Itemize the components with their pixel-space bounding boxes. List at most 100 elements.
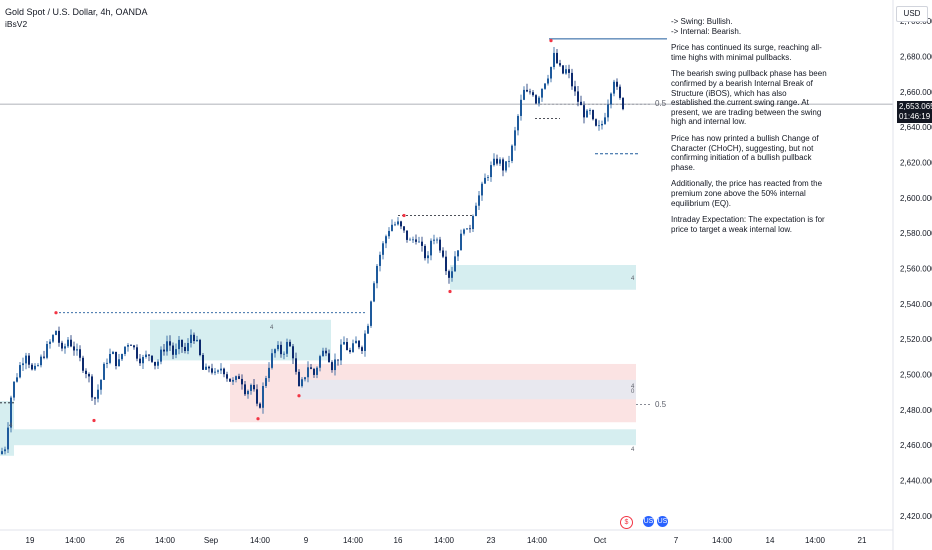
candle-body	[241, 378, 243, 385]
price-tick-label: 2,520.000	[900, 335, 932, 344]
price-axis: 2,420.000 2,440.000 2,460.000 2,480.000 2,50…	[900, 17, 932, 521]
candle-body	[586, 110, 588, 118]
candle-body	[532, 92, 534, 96]
candle-body	[418, 241, 420, 243]
candle-body	[58, 330, 60, 343]
candle-body	[517, 115, 519, 131]
candle-body	[259, 403, 261, 408]
candle-body	[541, 88, 543, 98]
candle-body	[178, 339, 180, 350]
us-flag-event-icon[interactable]: US	[657, 516, 668, 527]
candle-body	[256, 389, 258, 404]
candle-body	[193, 334, 195, 342]
candle-body	[415, 239, 417, 242]
supply_inner-zone	[300, 379, 636, 400]
dividend-event-icon[interactable]: $	[620, 516, 633, 529]
candle-body	[13, 381, 15, 398]
candle-body	[31, 364, 33, 370]
candle-body	[343, 341, 345, 345]
candle-body	[301, 379, 303, 387]
candle-body	[148, 354, 150, 356]
candle-body	[268, 367, 270, 379]
time-tick-label: Oct	[594, 536, 607, 545]
price-tick-label: 2,460.000	[900, 441, 932, 450]
candle-body	[1, 451, 3, 455]
candle-body	[508, 160, 510, 162]
candle-body	[166, 341, 168, 352]
candle-body	[457, 250, 459, 257]
time-tick-label: 7	[674, 536, 679, 545]
swing-point-marker	[256, 417, 260, 421]
candle-body	[454, 256, 456, 272]
candle-body	[46, 343, 48, 358]
candle-body	[463, 229, 465, 234]
candle-body	[244, 384, 246, 395]
candle-body	[325, 350, 327, 354]
time-tick-label: 14:00	[527, 536, 548, 545]
candle-body	[607, 104, 609, 118]
candle-body	[118, 359, 120, 367]
swing-point-marker	[54, 311, 58, 315]
currency-badge[interactable]: USD	[896, 6, 928, 22]
symbol-title[interactable]: Gold Spot / U.S. Dollar, 4h, OANDA	[5, 7, 148, 17]
candle-body	[187, 343, 189, 351]
candle-body	[589, 110, 591, 111]
candle-body	[367, 325, 369, 334]
candle-body	[82, 357, 84, 371]
candle-body	[298, 371, 300, 387]
candle-body	[340, 344, 342, 361]
note-paragraph: The bearish swing pullback phase has bee…	[671, 69, 827, 127]
candle-body	[613, 81, 615, 94]
candle-body	[448, 271, 450, 278]
price-tick-label: 2,500.000	[900, 371, 932, 380]
candle-body	[616, 81, 618, 87]
time-axis: 19 14:00 26 14:00 Sep 14:00 9 14:00 16 14:00 23 14:…	[26, 536, 867, 545]
candle-body	[526, 89, 528, 92]
price-tick-label: 2,600.000	[900, 194, 932, 203]
candle-body	[559, 63, 561, 66]
candle-body	[199, 339, 201, 355]
candle-body	[505, 161, 507, 171]
time-tick-label: 14:00	[155, 536, 176, 545]
candle-body	[331, 362, 333, 371]
candle-body	[493, 158, 495, 166]
candle-body	[553, 52, 555, 68]
candle-body	[28, 355, 30, 365]
time-tick-label: 14:00	[434, 536, 455, 545]
candle-body	[157, 361, 159, 366]
candle-body	[19, 365, 21, 378]
zone-marker: 0	[631, 389, 635, 395]
candle-body	[409, 239, 411, 241]
candle-body	[211, 368, 213, 373]
price-tick-label: 2,680.000	[900, 53, 932, 62]
time-tick-label: 9	[304, 536, 309, 545]
us-flag-event-icon[interactable]: US	[643, 516, 654, 527]
candle-body	[328, 353, 330, 363]
zone-marker: 4	[631, 276, 635, 282]
candle-body	[247, 390, 249, 395]
indicator-label[interactable]: iBsV2	[5, 19, 28, 29]
candle-body	[421, 241, 423, 246]
candle-body	[145, 354, 147, 357]
time-tick-label: 14	[766, 536, 775, 545]
candle-body	[136, 347, 138, 359]
price-tick-label: 2,480.000	[900, 406, 932, 415]
swing-point-marker	[297, 394, 301, 398]
candle-body	[76, 349, 78, 351]
candle-body	[142, 356, 144, 364]
candle-body	[412, 239, 414, 241]
candle-body	[73, 346, 75, 351]
candle-body	[370, 301, 372, 326]
note-paragraph: Intraday Expectation: The expectation is…	[671, 215, 825, 234]
candle-body	[490, 165, 492, 178]
candle-body	[79, 349, 81, 358]
candle-body	[181, 339, 183, 347]
price-tick-label: 2,440.000	[900, 477, 932, 486]
last-price: 2,653.065	[899, 102, 932, 111]
candle-body	[262, 385, 264, 408]
candle-body	[574, 86, 576, 92]
candle-body	[106, 362, 108, 364]
bar-countdown: 01:46:19	[899, 112, 931, 121]
candle-body	[55, 330, 57, 335]
